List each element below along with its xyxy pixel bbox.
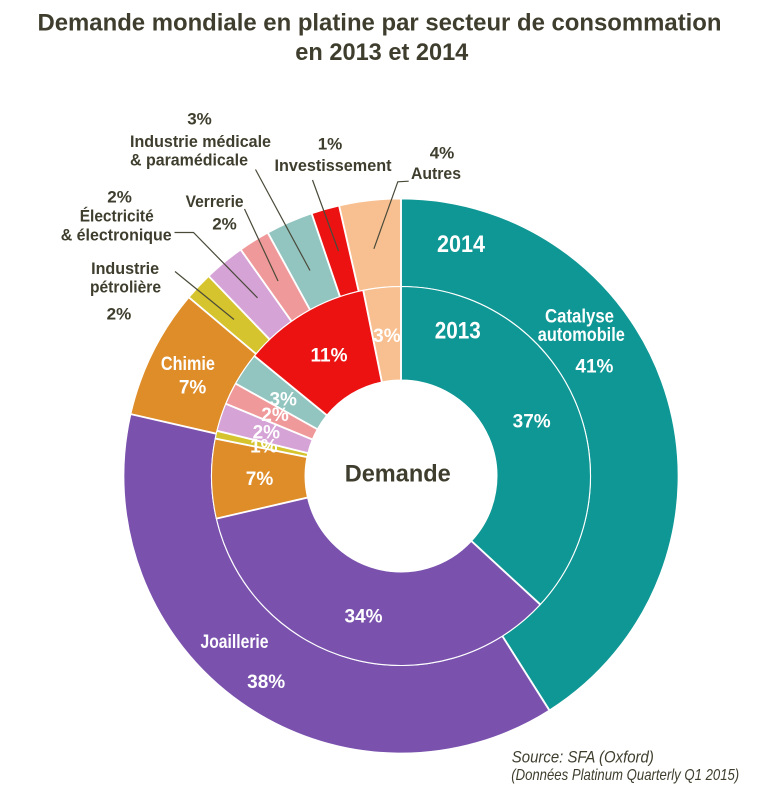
svg-text:2%: 2% (107, 305, 132, 324)
svg-text:4%: 4% (430, 144, 455, 163)
svg-text:Joaillerie: Joaillerie (201, 632, 269, 653)
svg-text:2013: 2013 (435, 317, 481, 344)
svg-text:en 2013 et 2014: en 2013 et 2014 (295, 39, 469, 66)
svg-text:(Données Platinum Quarterly Q1: (Données Platinum Quarterly Q1 2015) (511, 767, 739, 784)
svg-text:7%: 7% (246, 469, 274, 490)
svg-text:38%: 38% (247, 672, 285, 693)
svg-text:34%: 34% (344, 606, 382, 627)
svg-text:Source: SFA (Oxford): Source: SFA (Oxford) (512, 748, 654, 767)
svg-text:2014: 2014 (437, 231, 486, 258)
svg-text:automobile: automobile (538, 325, 625, 346)
svg-text:pétrolière: pétrolière (90, 278, 161, 297)
svg-text:41%: 41% (575, 357, 613, 378)
svg-text:& paramédicale: & paramédicale (130, 151, 248, 170)
svg-text:2%: 2% (253, 423, 281, 444)
svg-text:11%: 11% (311, 346, 348, 367)
svg-text:Verrerie: Verrerie (186, 192, 244, 211)
svg-text:Industrie médicale: Industrie médicale (130, 132, 271, 151)
svg-text:Électricité: Électricité (80, 207, 154, 226)
svg-text:3%: 3% (373, 326, 401, 347)
svg-text:Investissement: Investissement (275, 156, 392, 175)
svg-text:Demande mondiale en platine pa: Demande mondiale en platine par secteur … (38, 10, 722, 37)
svg-text:Chimie: Chimie (161, 354, 215, 375)
svg-text:Demande: Demande (345, 461, 451, 488)
svg-text:3%: 3% (269, 390, 297, 411)
svg-text:3%: 3% (187, 110, 212, 129)
svg-text:Autres: Autres (411, 164, 461, 183)
svg-text:Industrie: Industrie (91, 259, 159, 278)
svg-text:2%: 2% (107, 188, 132, 207)
svg-text:2%: 2% (212, 214, 237, 233)
svg-text:& électronique: & électronique (61, 225, 172, 244)
svg-text:37%: 37% (513, 412, 551, 433)
svg-text:7%: 7% (179, 378, 207, 399)
svg-text:Catalyse: Catalyse (545, 307, 614, 328)
svg-text:1%: 1% (250, 436, 278, 457)
svg-text:1%: 1% (318, 135, 343, 154)
svg-text:2%: 2% (261, 405, 289, 426)
